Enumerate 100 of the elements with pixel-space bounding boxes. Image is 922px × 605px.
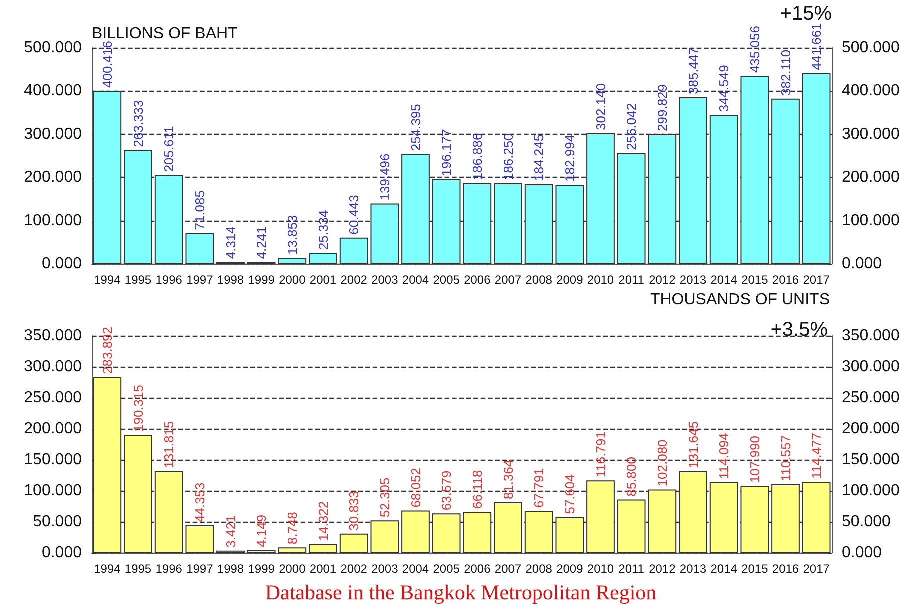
- data-label: 186.250: [500, 134, 516, 181]
- x-tick-label: 1999: [248, 562, 276, 576]
- data-label: 441.661: [809, 23, 824, 70]
- y2-tick-label: 500.000: [842, 40, 900, 56]
- x-tick-label: 2016: [772, 273, 800, 287]
- x-tick-label: 2008: [526, 273, 553, 287]
- y-tick-label: 500.000: [24, 40, 82, 56]
- data-label: 110.557: [778, 435, 794, 482]
- x-tick-label: 2002: [340, 562, 368, 576]
- data-label: 25.334: [316, 210, 331, 250]
- x-tick-label: 2003: [372, 273, 399, 287]
- x-tick-label: 2005: [433, 273, 460, 287]
- data-label: 4.241: [254, 226, 270, 260]
- data-label: 184.245: [532, 134, 547, 182]
- bar: [340, 534, 368, 553]
- x-tick-label: 2006: [464, 562, 492, 576]
- x-tick-label: 2011: [618, 273, 645, 287]
- data-label: 85.800: [624, 457, 640, 497]
- x-tick-label: 2003: [372, 562, 399, 576]
- y2-tick-label: 250.000: [842, 390, 900, 406]
- data-label: 256.042: [624, 103, 640, 150]
- x-tick-label: 2015: [742, 562, 769, 576]
- bar: [186, 526, 214, 553]
- data-label: 186.886: [470, 133, 485, 180]
- x-tick-label: 2013: [680, 273, 707, 287]
- x-tick-label: 1994: [94, 273, 122, 287]
- y-tick-label: 300.000: [24, 358, 82, 376]
- data-label: 52.305: [377, 478, 392, 518]
- data-label: 196.177: [439, 129, 454, 176]
- bar: [340, 238, 368, 264]
- data-label: 385.447: [686, 47, 701, 94]
- bar: [278, 548, 307, 553]
- data-label: 66.118: [470, 470, 485, 510]
- x-tick-label: 2001: [310, 273, 337, 287]
- data-label: 44.353: [192, 482, 208, 522]
- y-tick-label: 200.000: [24, 169, 82, 186]
- x-tick-label: 2017: [803, 273, 830, 287]
- data-label: 68.052: [408, 468, 424, 508]
- data-label: 254.395: [408, 104, 424, 152]
- y-tick-label: 200.000: [24, 420, 82, 438]
- x-tick-label: 2008: [526, 562, 553, 576]
- x-tick-label: 2010: [587, 562, 614, 576]
- x-tick-label: 1996: [156, 273, 183, 287]
- x-tick-label: 2011: [618, 562, 645, 576]
- y2-tick-label: 300.000: [842, 126, 900, 143]
- data-label: 30.833: [346, 491, 362, 531]
- data-label: 299.829: [654, 84, 670, 132]
- data-label: 302.140: [593, 83, 608, 130]
- y2-tick-label: 0.000: [842, 544, 882, 562]
- x-tick-label: 1995: [124, 562, 152, 576]
- data-label: 116.791: [593, 432, 608, 478]
- data-label: 4.149: [254, 514, 270, 548]
- x-tick-label: 2009: [556, 562, 584, 576]
- data-label: 139.496: [377, 154, 392, 201]
- y-tick-label: 0.000: [42, 544, 82, 562]
- data-label: 382.110: [778, 50, 794, 96]
- y2-tick-label: 50.000: [842, 514, 892, 530]
- y-tick-label: 300.000: [24, 126, 82, 143]
- y2-tick-label: 200.000: [842, 420, 900, 438]
- data-label: 13.853: [284, 215, 300, 256]
- bar: [309, 253, 338, 264]
- y2-axis-title: THOUSANDS OF UNITS: [650, 292, 830, 308]
- y2-tick-label: 100.000: [842, 482, 900, 500]
- x-tick-label: 2014: [710, 562, 738, 576]
- text: +15%: [780, 3, 832, 25]
- x-tick-label: 2009: [556, 273, 584, 287]
- x-tick-label: 2016: [772, 562, 800, 576]
- y-tick-label: 400.000: [24, 82, 82, 100]
- x-tick-label: 2010: [587, 273, 614, 287]
- y-tick-label: 150.000: [24, 452, 82, 468]
- data-label: 190.315: [130, 385, 146, 432]
- data-label: 107.990: [747, 436, 762, 484]
- y-axis-title: BILLIONS OF BAHT: [92, 26, 238, 42]
- x-tick-label: 1995: [124, 273, 152, 287]
- x-tick-label: 1997: [186, 273, 214, 287]
- y-tick-label: 250.000: [24, 390, 82, 406]
- x-tick-label: 2015: [742, 273, 769, 287]
- x-tick-label: 2005: [433, 562, 460, 576]
- y2-tick-label: 200.000: [842, 169, 900, 186]
- x-tick-label: 1998: [217, 562, 244, 576]
- y-tick-label: 50.000: [33, 514, 82, 530]
- x-tick-label: 1997: [186, 562, 214, 576]
- y2-tick-label: 150.000: [842, 452, 900, 468]
- data-label: 131.815: [162, 421, 177, 468]
- data-label: 3.421: [223, 515, 238, 548]
- data-label: 81.364: [500, 460, 516, 500]
- text: Database in the Bangkok Metropolitan Region: [265, 580, 658, 604]
- x-tick-label: 2007: [494, 273, 522, 287]
- data-label: 102.080: [654, 440, 670, 487]
- x-tick-label: 2017: [803, 562, 830, 576]
- data-label: 63.579: [439, 470, 454, 511]
- data-label: 71.085: [192, 190, 208, 230]
- y-tick-label: 100.000: [24, 212, 82, 230]
- bar: [186, 233, 214, 264]
- annotation: +3.5%: [770, 319, 828, 341]
- y-tick-label: 100.000: [24, 482, 82, 500]
- data-label: 114.477: [809, 432, 824, 480]
- x-tick-label: 1999: [248, 273, 276, 287]
- data-label: 4.314: [223, 226, 238, 260]
- x-tick-label: 2014: [710, 273, 738, 287]
